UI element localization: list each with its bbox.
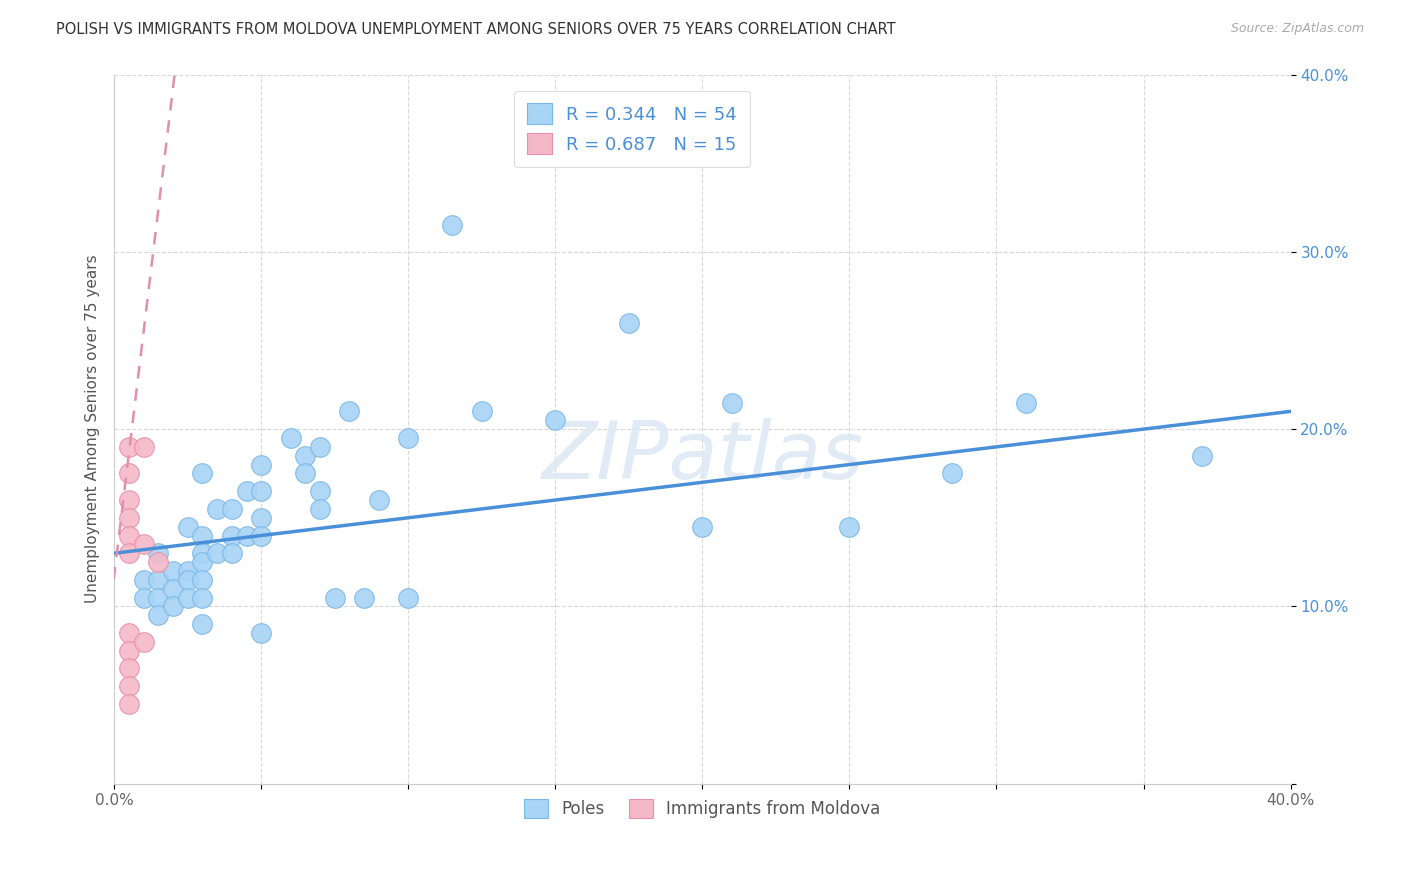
Point <box>309 502 332 516</box>
Point <box>720 395 742 409</box>
Text: POLISH VS IMMIGRANTS FROM MOLDOVA UNEMPLOYMENT AMONG SENIORS OVER 75 YEARS CORRE: POLISH VS IMMIGRANTS FROM MOLDOVA UNEMPL… <box>56 22 896 37</box>
Point <box>235 484 257 499</box>
Point <box>118 440 141 454</box>
Point <box>132 573 155 587</box>
Point <box>221 546 243 560</box>
Point <box>280 431 302 445</box>
Point <box>148 591 170 605</box>
Point <box>205 546 228 560</box>
Point <box>294 449 316 463</box>
Point <box>838 519 860 533</box>
Point <box>250 510 273 524</box>
Point <box>1015 395 1038 409</box>
Point <box>132 635 155 649</box>
Point <box>191 573 214 587</box>
Point <box>177 591 200 605</box>
Point <box>1191 449 1213 463</box>
Point <box>191 467 214 481</box>
Point <box>177 519 200 533</box>
Point <box>148 608 170 623</box>
Point <box>132 440 155 454</box>
Point <box>367 493 389 508</box>
Point <box>471 404 494 418</box>
Point <box>177 573 200 587</box>
Point <box>396 431 419 445</box>
Point <box>250 458 273 472</box>
Point <box>162 564 184 578</box>
Point <box>132 591 155 605</box>
Point <box>221 502 243 516</box>
Point <box>353 591 375 605</box>
Point <box>118 697 141 711</box>
Y-axis label: Unemployment Among Seniors over 75 years: Unemployment Among Seniors over 75 years <box>86 255 100 604</box>
Point <box>221 528 243 542</box>
Point <box>118 626 141 640</box>
Point <box>191 591 214 605</box>
Point <box>250 484 273 499</box>
Point <box>177 564 200 578</box>
Point <box>250 626 273 640</box>
Point <box>118 679 141 693</box>
Point <box>396 591 419 605</box>
Point <box>191 617 214 632</box>
Point <box>544 413 567 427</box>
Point <box>941 467 963 481</box>
Point <box>339 404 361 418</box>
Point <box>148 573 170 587</box>
Point <box>118 528 141 542</box>
Point <box>191 528 214 542</box>
Point <box>118 493 141 508</box>
Point <box>118 661 141 675</box>
Point <box>191 546 214 560</box>
Point <box>309 484 332 499</box>
Point <box>118 467 141 481</box>
Point <box>250 528 273 542</box>
Point <box>692 519 714 533</box>
Point <box>118 644 141 658</box>
Point <box>441 218 464 232</box>
Point <box>294 467 316 481</box>
Point <box>118 510 141 524</box>
Point <box>148 555 170 569</box>
Legend: Poles, Immigrants from Moldova: Poles, Immigrants from Moldova <box>517 792 887 825</box>
Point <box>235 528 257 542</box>
Point <box>323 591 346 605</box>
Point <box>205 502 228 516</box>
Text: Source: ZipAtlas.com: Source: ZipAtlas.com <box>1230 22 1364 36</box>
Point <box>132 537 155 551</box>
Text: ZIPatlas: ZIPatlas <box>541 418 863 497</box>
Point <box>309 440 332 454</box>
Point <box>118 546 141 560</box>
Point <box>191 555 214 569</box>
Point <box>162 599 184 614</box>
Point <box>148 546 170 560</box>
Point <box>162 582 184 596</box>
Point <box>617 316 640 330</box>
